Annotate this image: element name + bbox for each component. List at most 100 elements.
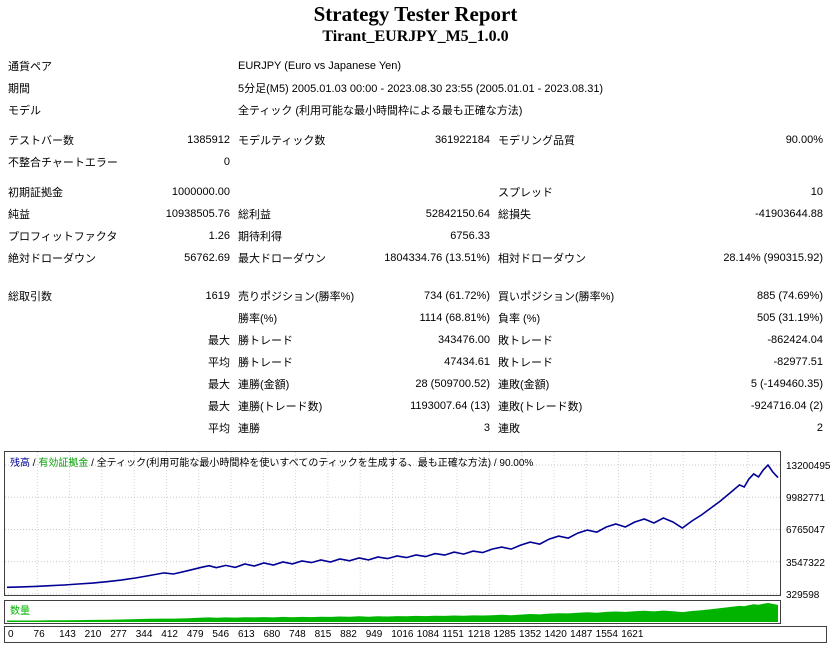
stat-label: 不整合チャートエラー bbox=[8, 157, 118, 169]
balance-chart-svg bbox=[5, 452, 780, 595]
x-axis-tick: 882 bbox=[340, 629, 357, 640]
stat-label: 連勝(トレード数) bbox=[238, 401, 323, 413]
stats-row: 平均 連勝 3 連敗 2 bbox=[8, 417, 823, 439]
stat-value: 全ティック (利用可能な最小時間枠による最も正確な方法) bbox=[238, 105, 523, 117]
stat-label: 初期証拠金 bbox=[8, 187, 63, 199]
stat-value: 1.26 bbox=[208, 230, 230, 242]
chart-legend: 残高 / 有効証拠金 / 全ティック(利用可能な最小時間枠を使いすべてのティック… bbox=[10, 454, 533, 469]
stat-label: 絶対ドローダウン bbox=[8, 253, 96, 265]
stats-row: 初期証拠金 1000000.00 スプレッド 10 bbox=[8, 181, 823, 203]
stats-row: テストバー数 1385912 モデルティック数 361922184 モデリング品質 90.… bbox=[8, 129, 823, 151]
y-axis-tick: 6765047 bbox=[786, 525, 825, 537]
x-axis-tick: 344 bbox=[135, 629, 153, 640]
stat-value: -924716.04 (2) bbox=[750, 400, 823, 412]
stats-row: 最大 連勝(トレード数) 1193007.64 (13) 連敗(トレード数) -9247… bbox=[8, 395, 823, 417]
x-axis-tick: 1352 bbox=[519, 629, 542, 640]
stat-label: 負率 (%) bbox=[498, 313, 541, 325]
lots-chart: 数量 bbox=[4, 600, 781, 624]
stat-label: 総利益 bbox=[238, 209, 271, 221]
legend-item: 90.00% bbox=[499, 458, 534, 469]
stat-label: 連勝(金額) bbox=[238, 379, 290, 391]
stat-value: 1000000.00 bbox=[171, 186, 230, 198]
stat-value: 28 (509700.52) bbox=[415, 378, 490, 390]
stat-label: 連勝 bbox=[238, 423, 260, 435]
stat-value: 3 bbox=[483, 422, 490, 434]
stat-label: プロフィットファクタ bbox=[8, 231, 118, 243]
stats-row: 平均 勝トレード 47434.61 敗トレード -82977.51 bbox=[8, 351, 823, 373]
stat-value: 1114 (68.81%) bbox=[419, 312, 490, 324]
stats-row: 勝率(%) 1114 (68.81%) 負率 (%) 505 (31.19%) bbox=[8, 307, 823, 329]
x-axis-tick: 210 bbox=[84, 629, 102, 640]
report-title: Strategy Tester Report bbox=[313, 2, 518, 26]
stat-value: 5 (-149460.35) bbox=[750, 378, 823, 390]
stat-label: 連敗(トレード数) bbox=[498, 401, 583, 413]
stat-label: 敗トレード bbox=[498, 335, 553, 347]
x-axis-tick: 680 bbox=[263, 629, 281, 640]
stat-value: 1193007.64 (13) bbox=[410, 400, 490, 412]
x-axis-tick: 277 bbox=[110, 629, 127, 640]
stat-label: 連敗 bbox=[498, 423, 520, 435]
stats-row: 純益 10938505.76 総利益 52842150.64 総損失 -41903644.… bbox=[8, 203, 823, 225]
stat-value: 90.00% bbox=[785, 134, 823, 146]
x-axis-tick: 1554 bbox=[595, 629, 618, 640]
x-axis-tick: 815 bbox=[314, 629, 332, 640]
stat-value: 52842150.64 bbox=[425, 208, 490, 220]
y-axis-labels: 13200495 9982771 6765047 3547322 329598 bbox=[786, 452, 831, 602]
chart-area: 残高 / 有効証拠金 / 全ティック(利用可能な最小時間枠を使いすべてのティック… bbox=[0, 451, 831, 650]
stat-value: -862424.04 bbox=[767, 334, 823, 346]
legend-item: 残高 bbox=[10, 458, 30, 469]
legend-separator: / bbox=[88, 458, 97, 469]
stats-row: 不整合チャートエラー 0 bbox=[8, 151, 823, 173]
y-axis-tick: 13200495 bbox=[786, 461, 831, 472]
stat-label: 連敗(金額) bbox=[498, 379, 550, 391]
stat-value: 505 (31.19%) bbox=[756, 312, 823, 324]
stat-value: -82977.51 bbox=[773, 356, 823, 368]
stat-label: 期間 bbox=[8, 83, 30, 95]
stat-label: 買いポジション(勝率%) bbox=[498, 291, 615, 303]
x-axis-tick: 613 bbox=[237, 629, 255, 640]
stat-label: 総取引数 bbox=[8, 291, 52, 303]
y-axis-tick: 9982771 bbox=[786, 493, 825, 505]
stats-table: 通貨ペア EURJPY (Euro vs Japanese Yen) 期間 5分足(M… bbox=[8, 55, 823, 439]
stat-label: 勝率(%) bbox=[238, 313, 278, 325]
stat-label: 期待利得 bbox=[238, 231, 282, 243]
y-axis-tick: 329598 bbox=[786, 590, 820, 601]
stat-label: 敗トレード bbox=[498, 357, 553, 369]
stat-label: 最大ドローダウン bbox=[238, 253, 326, 265]
y-axis-tick: 3547322 bbox=[786, 557, 825, 569]
stat-value: 0 bbox=[223, 156, 230, 168]
stats-row: モデル 全ティック (利用可能な最小時間枠による最も正確な方法) bbox=[8, 99, 823, 121]
x-axis-tick: 1420 bbox=[544, 629, 567, 640]
x-axis-tick: 748 bbox=[289, 629, 306, 640]
stat-label: モデリング品質 bbox=[498, 135, 575, 147]
stat-value: 361922184 bbox=[434, 134, 490, 146]
x-axis-tick: 1218 bbox=[467, 629, 491, 640]
x-axis-tick: 143 bbox=[59, 629, 76, 640]
stat-label: 相対ドローダウン bbox=[498, 253, 586, 265]
stat-value: 10938505.76 bbox=[165, 208, 230, 220]
stat-value: 1385912 bbox=[187, 134, 230, 146]
stat-label: 通貨ペア bbox=[8, 61, 52, 73]
x-axis-tick: 1016 bbox=[391, 629, 414, 640]
stats-row: 最大 連勝(金額) 28 (509700.52) 連敗(金額) 5 (-149460.3… bbox=[8, 373, 823, 395]
stat-value: 28.14% (990315.92) bbox=[723, 252, 823, 264]
stat-value: EURJPY (Euro vs Japanese Yen) bbox=[238, 60, 402, 72]
stat-label: スプレッド bbox=[498, 187, 553, 199]
stat-label: モデル bbox=[8, 105, 41, 117]
stat-value: 885 (74.69%) bbox=[756, 290, 823, 302]
stat-label: テストバー数 bbox=[8, 135, 74, 147]
stat-label: 総損失 bbox=[498, 209, 531, 221]
report-subtitle: Tirant_EURJPY_M5_1.0.0 bbox=[322, 28, 509, 45]
stat-value: 10 bbox=[810, 186, 823, 198]
stat-label: 売りポジション(勝率%) bbox=[238, 291, 355, 303]
stat-value: 1619 bbox=[205, 290, 230, 302]
stat-row-prefix: 最大 bbox=[208, 335, 230, 347]
stats-row: 期間 5分足(M5) 2005.01.03 00:00 - 2023.08.30 … bbox=[8, 77, 823, 99]
x-axis-tick: 0 bbox=[8, 629, 14, 640]
stat-value: 5分足(M5) 2005.01.03 00:00 - 2023.08.30 23… bbox=[238, 83, 604, 95]
x-axis-tick: 546 bbox=[212, 629, 230, 640]
balance-chart: 残高 / 有効証拠金 / 全ティック(利用可能な最小時間枠を使いすべてのティック… bbox=[4, 451, 781, 596]
stats-row: 総取引数 1619 売りポジション(勝率%) 734 (61.72%) 買いポジション(… bbox=[8, 285, 823, 307]
legend-item: 有効証拠金 bbox=[38, 458, 89, 469]
